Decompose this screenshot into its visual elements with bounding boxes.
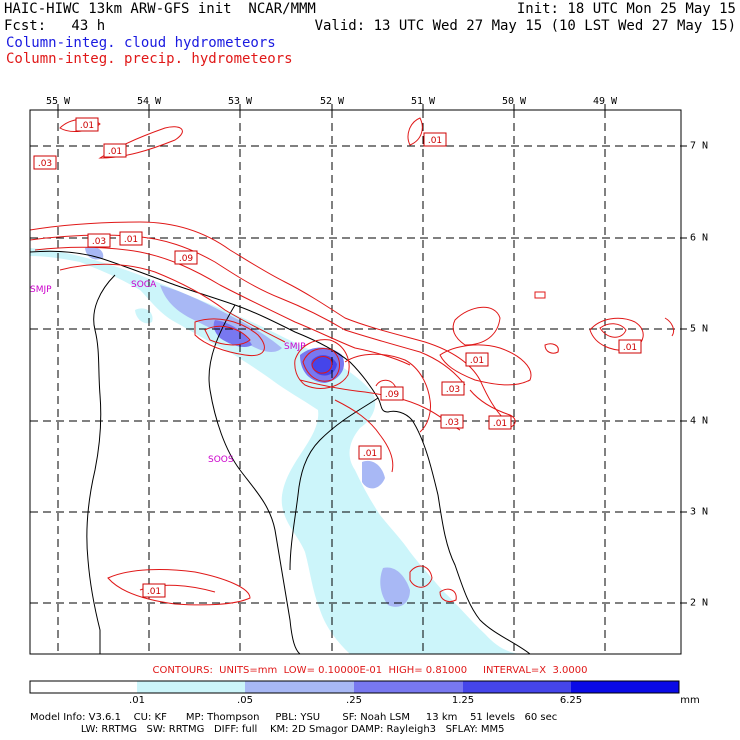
shade-level-1-west — [135, 308, 153, 324]
contour-label: .09 — [380, 386, 404, 401]
precip-contours — [30, 117, 675, 606]
colorbar-label: .25 — [346, 695, 362, 706]
contour-label: .01 — [488, 415, 512, 430]
contour-label: .01 — [618, 339, 642, 354]
svg-text:.01: .01 — [470, 356, 484, 366]
lat-label-5n: 5 N — [690, 323, 709, 335]
contour-label: .01 — [75, 117, 99, 132]
contour-label: .01 — [119, 231, 143, 246]
shade-level-2 — [160, 285, 282, 352]
contour-label: .01 — [423, 132, 447, 147]
stations: SMJP SOCA SMJP SOOS — [30, 280, 306, 465]
coastline — [30, 250, 531, 654]
svg-text:.01: .01 — [623, 343, 637, 353]
svg-text:.03: .03 — [445, 418, 459, 428]
contour-label: .01 — [358, 445, 382, 460]
contour-label: .01 — [465, 352, 489, 367]
contour-label: .03 — [441, 381, 465, 396]
contour-label: .01 — [142, 583, 166, 598]
svg-text:.03: .03 — [446, 385, 460, 395]
model-info-line2: LW: RRTMG SW: RRTMG DIFF: full KM: 2D Sm… — [30, 724, 505, 735]
svg-text:.09: .09 — [179, 254, 194, 264]
svg-text:.03: .03 — [92, 237, 106, 247]
lon-label-53w: 53 W — [227, 96, 253, 107]
contour-label: .09 — [174, 250, 198, 265]
colorbar-segment-2 — [245, 681, 354, 693]
init-time: Init: 18 UTC Mon 25 May 15 — [516, 1, 736, 17]
shade-level-2-mid — [362, 460, 385, 489]
shade-level-2-nw — [85, 246, 104, 260]
lon-label-50w: 50 W — [501, 96, 527, 107]
colorbar-label: .01 — [129, 695, 145, 706]
colorbar-segment-1 — [137, 681, 245, 693]
svg-text:.01: .01 — [147, 587, 161, 597]
lon-label-49w: 49 W — [592, 96, 618, 107]
plot-title: HAIC-HIWC 13km ARW-GFS init NCAR/MMM — [4, 1, 316, 17]
valid-time: Valid: 13 UTC Wed 27 May 15 (10 LST Wed … — [314, 18, 736, 34]
lon-label-54w: 54 W — [136, 96, 162, 107]
svg-text:.01: .01 — [363, 449, 377, 459]
colorbar-segment-0 — [30, 681, 137, 693]
model-info-line1: Model Info: V3.6.1 CU: KF MP: Thompson P… — [30, 712, 558, 723]
contour-label: .01 — [103, 143, 127, 158]
svg-text:.03: .03 — [38, 159, 52, 169]
contour-label: .03 — [33, 155, 57, 170]
station-soca-label: SOCA — [131, 280, 157, 290]
contour-info: CONTOURS: UNITS=mm LOW= 0.10000E-01 HIGH… — [152, 665, 588, 676]
map-frame — [29, 109, 682, 655]
svg-text:.01: .01 — [493, 419, 507, 429]
station-smjp-east: SMJP — [284, 342, 306, 352]
station-smjp-west: SMJP — [30, 285, 52, 295]
lon-label-52w: 52 W — [319, 96, 345, 107]
axis-ticks — [57, 104, 687, 604]
colorbar-label: 1.25 — [451, 695, 475, 706]
legend-cloud: Column-integ. cloud hydrometeors — [6, 35, 276, 51]
colorbar-segment-4 — [463, 681, 571, 693]
lat-label-2n: 2 N — [690, 597, 709, 609]
lat-label-3n: 3 N — [690, 506, 709, 518]
shade-level-1 — [30, 248, 520, 654]
contour-label: .03 — [440, 414, 464, 429]
colorbar — [29, 680, 680, 694]
svg-text:.09: .09 — [385, 390, 400, 400]
lat-label-6n: 6 N — [690, 232, 709, 244]
colorbar-segment-5 — [571, 681, 679, 693]
shade-level-2-south — [380, 567, 410, 607]
colorbar-label: 6.25 — [559, 695, 583, 706]
colorbar-segment-3 — [354, 681, 463, 693]
svg-text:.01: .01 — [428, 136, 442, 146]
lon-label-51w: 51 W — [410, 96, 436, 107]
colorbar-units: mm — [680, 695, 700, 706]
lat-label-4n: 4 N — [690, 415, 709, 427]
cloud-shading — [30, 246, 520, 654]
svg-text:.01: .01 — [108, 147, 122, 157]
contour-label: .03 — [87, 233, 111, 248]
svg-text:.01: .01 — [80, 121, 94, 131]
lon-label-55w: 55 W — [45, 96, 71, 107]
station-soos: SOOS — [208, 455, 234, 465]
colorbar-label: .05 — [237, 695, 253, 706]
svg-text:.01: .01 — [124, 235, 138, 245]
contour-label-group: .01 .03 .01 .03 .01 .09 .01 .01 .01 .03 … — [33, 117, 642, 598]
forecast-hour: Fcst: 43 h — [4, 18, 106, 34]
lat-label-7n: 7 N — [690, 140, 709, 152]
lat-lon-grid — [30, 110, 681, 654]
legend-precip: Column-integ. precip. hydrometeors — [6, 51, 293, 67]
